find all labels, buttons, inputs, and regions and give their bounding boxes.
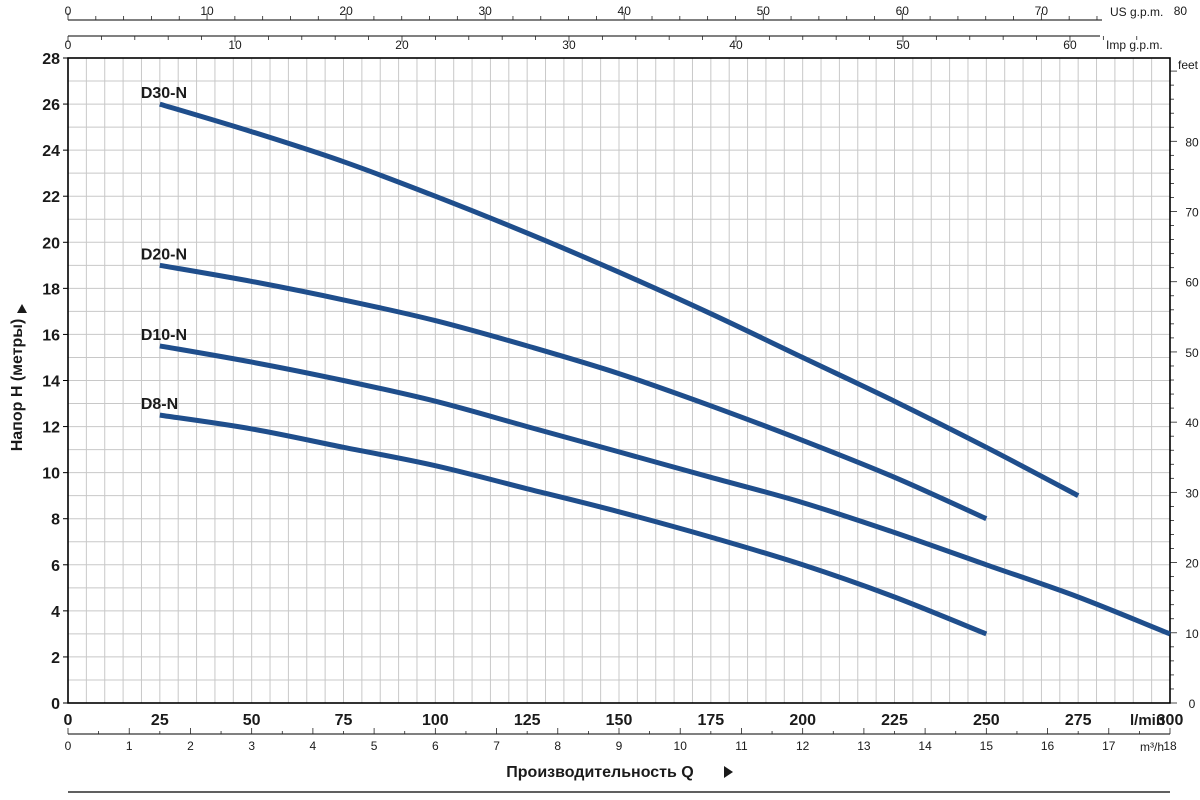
y-tick-label: 0 <box>51 696 60 713</box>
series-line-d10-n <box>159 343 1171 637</box>
m3h-tick-label: 6 <box>432 739 439 753</box>
m3h-tick-label: 11 <box>735 739 748 753</box>
x-tick-label: 300 <box>1157 712 1184 729</box>
us-gpm-tick-label: 70 <box>1035 4 1049 18</box>
feet-tick-label: 40 <box>1185 416 1199 430</box>
y-tick-label: 26 <box>42 97 60 114</box>
series-lines <box>159 101 1171 637</box>
feet-tick-label: 30 <box>1185 486 1199 500</box>
us-gpm-tick-label: 60 <box>896 4 910 18</box>
imp-gpm-tick-label: 50 <box>896 38 910 52</box>
x-tick-label: 0 <box>64 712 73 729</box>
us-gpm-unit-label: US g.p.m. <box>1110 5 1163 19</box>
top-secondary-axes: 0 10 20 30 40 50 60 70 80 US g.p.m. 0 10 20 30 40 50 60 I… <box>65 4 1188 52</box>
m3h-tick-label: 7 <box>493 739 500 753</box>
m3h-tick-label: 10 <box>674 739 688 753</box>
m3h-tick-label: 3 <box>248 739 255 753</box>
feet-tick-label: 80 <box>1185 135 1199 149</box>
series-label-d20-n: D20-N <box>141 246 187 263</box>
us-gpm-tick-label: 30 <box>478 4 492 18</box>
x-tick-label: 275 <box>1065 712 1092 729</box>
m3h-tick-label: 4 <box>310 739 317 753</box>
series-line-d8-n <box>159 412 988 637</box>
bottom-axes: 0 25 50 75 100 125 150 175 200 225 250 275 300l/min0… <box>64 712 1184 754</box>
grid <box>68 58 1170 703</box>
m3h-tick-label: 1 <box>126 739 133 753</box>
us-gpm-tick-label: 20 <box>339 4 353 18</box>
y-axis-title-group: Напор H (метры) <box>9 319 26 452</box>
imp-gpm-tick-label: 60 <box>1063 38 1077 52</box>
series-label-d8-n: D8-N <box>141 396 178 413</box>
plot-frame <box>67 57 1171 704</box>
m3h-unit-label: m³/h <box>1140 740 1164 754</box>
y-tick-label: 20 <box>42 235 60 252</box>
y-axis-title: Напор H (метры) <box>9 319 26 452</box>
m3h-tick-label: 5 <box>371 739 378 753</box>
m3h-tick-label: 17 <box>1102 739 1116 753</box>
imp-gpm-tick-label: 30 <box>562 38 576 52</box>
feet-tick-label: 0 <box>1189 697 1196 711</box>
x-tick-label: 100 <box>422 712 449 729</box>
y-tick-label: 14 <box>42 374 60 391</box>
y-tick-label: 8 <box>51 512 60 529</box>
y-axis-arrow-icon <box>17 304 27 313</box>
x-tick-label: 225 <box>881 712 908 729</box>
series-line-d30-n <box>159 101 1080 498</box>
series-label-d10-n: D10-N <box>141 327 187 344</box>
m3h-tick-label: 0 <box>65 739 72 753</box>
x-tick-label: 150 <box>606 712 633 729</box>
x-tick-label: 250 <box>973 712 1000 729</box>
us-gpm-tick-label: 10 <box>200 4 214 18</box>
y-tick-label: 16 <box>42 327 60 344</box>
m3h-tick-label: 9 <box>616 739 623 753</box>
m3h-tick-label: 2 <box>187 739 194 753</box>
y-tick-label: 18 <box>42 281 60 298</box>
feet-tick-label: 20 <box>1185 557 1199 571</box>
series-label-d30-n: D30-N <box>141 85 187 102</box>
y-tick-label: 4 <box>51 604 60 621</box>
us-gpm-tick-label: 0 <box>65 4 72 18</box>
x-axis-title: Производительность Q <box>506 764 693 781</box>
m3h-tick-label: 18 <box>1163 739 1177 753</box>
m3h-tick-label: 14 <box>918 739 932 753</box>
m3h-tick-label: 16 <box>1041 739 1055 753</box>
us-gpm-tick-label: 40 <box>618 4 632 18</box>
feet-tick-label: 60 <box>1185 276 1199 290</box>
series-labels: D30-N D20-N D10-N D8-N <box>141 85 187 413</box>
y-tick-label: 10 <box>42 466 60 483</box>
x-tick-label: 125 <box>514 712 541 729</box>
feet-tick-label: 50 <box>1185 346 1199 360</box>
y-tick-label: 24 <box>42 143 60 160</box>
y-tick-label: 12 <box>42 420 60 437</box>
x-axis-arrow-icon <box>724 766 733 778</box>
x-tick-label: 25 <box>151 712 169 729</box>
y-tick-label: 2 <box>51 650 60 667</box>
feet-unit-label: feet <box>1178 58 1199 72</box>
imp-gpm-tick-label: 20 <box>395 38 409 52</box>
feet-tick-label: 70 <box>1185 206 1199 220</box>
y-tick-label: 28 <box>42 51 60 68</box>
x-tick-label: 175 <box>697 712 724 729</box>
us-gpm-tick-label: 50 <box>757 4 771 18</box>
imp-gpm-tick-label: 0 <box>65 38 72 52</box>
x-tick-label: 200 <box>789 712 816 729</box>
imp-gpm-tick-label: 10 <box>228 38 242 52</box>
m3h-tick-label: 8 <box>554 739 561 753</box>
x-tick-label: 75 <box>335 712 353 729</box>
us-gpm-tick-label: 80 <box>1174 4 1188 18</box>
series-line-d20-n <box>159 262 988 521</box>
y-axis-right-feet: 0 10 20 30 40 50 60 70 80 feet <box>1170 58 1199 711</box>
y-tick-label: 6 <box>51 558 60 575</box>
imp-gpm-unit-label: Imp g.p.m. <box>1106 38 1163 52</box>
x-tick-label: 50 <box>243 712 261 729</box>
m3h-tick-label: 12 <box>796 739 810 753</box>
m3h-tick-label: 15 <box>980 739 994 753</box>
feet-tick-label: 10 <box>1185 627 1199 641</box>
x-unit-label: l/min <box>1130 712 1165 729</box>
m3h-tick-label: 13 <box>857 739 871 753</box>
imp-gpm-tick-label: 40 <box>729 38 743 52</box>
y-tick-label: 22 <box>42 189 60 206</box>
